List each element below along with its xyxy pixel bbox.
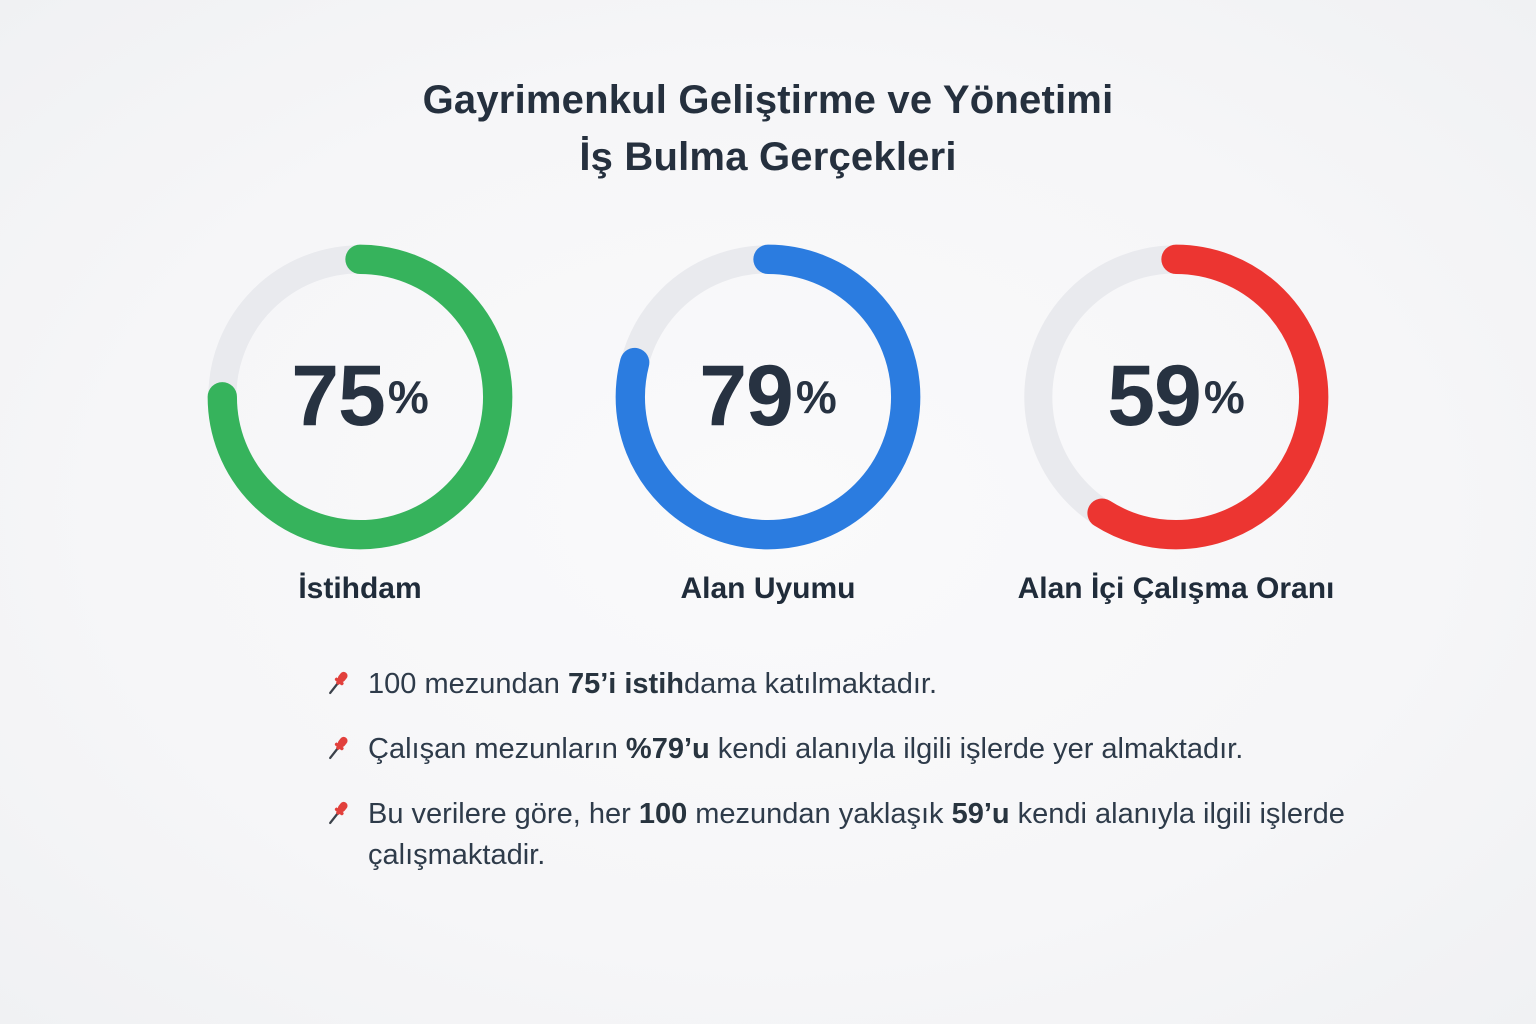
donut-ring: 75%	[207, 244, 513, 550]
note-item: Çalışan mezunların %79’u kendi alanıyla …	[322, 729, 1362, 770]
donut-row: 75% İstihdam 79% Alan Uyumu 59% Al	[0, 244, 1536, 606]
title-line-2: İş Bulma Gerçekleri	[579, 134, 957, 179]
donut-unit: %	[1203, 370, 1245, 423]
donut-label: Alan İçi Çalışma Oranı	[1017, 571, 1335, 605]
donut-value: 75	[291, 348, 386, 445]
donut-ring: 59%	[1023, 244, 1329, 550]
donut-chart: 59% Alan İçi Çalışma Oranı	[1011, 244, 1341, 606]
note-text: Bu verilere göre, her 100 mezundan yakla…	[368, 797, 1345, 872]
donut-value: 79	[699, 348, 794, 445]
donut-progress-arc	[207, 244, 513, 549]
donut-chart: 75% İstihdam	[195, 244, 525, 606]
donut-value-group: 79%	[615, 244, 921, 550]
donut-value-group: 59%	[1023, 244, 1329, 550]
donut-value-group: 75%	[207, 244, 513, 550]
pushpin-icon	[329, 801, 348, 825]
donut-progress-arc	[1023, 244, 1329, 549]
donut-ring-svg	[207, 244, 513, 549]
page-title: Gayrimenkul Geliştirme ve Yönetimi İş Bu…	[0, 0, 1536, 186]
donut-progress-arc	[615, 244, 921, 549]
note-text: 100 mezundan 75’i istihdama katılmaktadı…	[368, 667, 938, 700]
pushpin-icon	[329, 736, 348, 759]
donut-unit: %	[795, 370, 837, 423]
donut-ring-svg	[615, 244, 921, 549]
donut-value: 59	[1107, 348, 1202, 445]
donut-ring-svg	[1023, 244, 1329, 549]
donut-ring: 79%	[615, 244, 921, 550]
title-line-1: Gayrimenkul Geliştirme ve Yönetimi	[422, 78, 1114, 122]
donut-unit: %	[387, 370, 429, 423]
donut-label: Alan Uyumu	[680, 571, 856, 605]
note-item: Bu verilere göre, her 100 mezundan yakla…	[322, 794, 1362, 876]
note-text: Çalışan mezunların %79’u kendi alanıyla …	[368, 732, 1244, 765]
note-item: 100 mezundan 75’i istihdama katılmaktadı…	[322, 664, 1362, 705]
donut-label: İstihdam	[298, 571, 422, 605]
pushpin-icon	[329, 671, 348, 694]
notes-list: 100 mezundan 75’i istihdama katılmaktadı…	[322, 664, 1362, 877]
donut-chart: 79% Alan Uyumu	[603, 244, 933, 606]
